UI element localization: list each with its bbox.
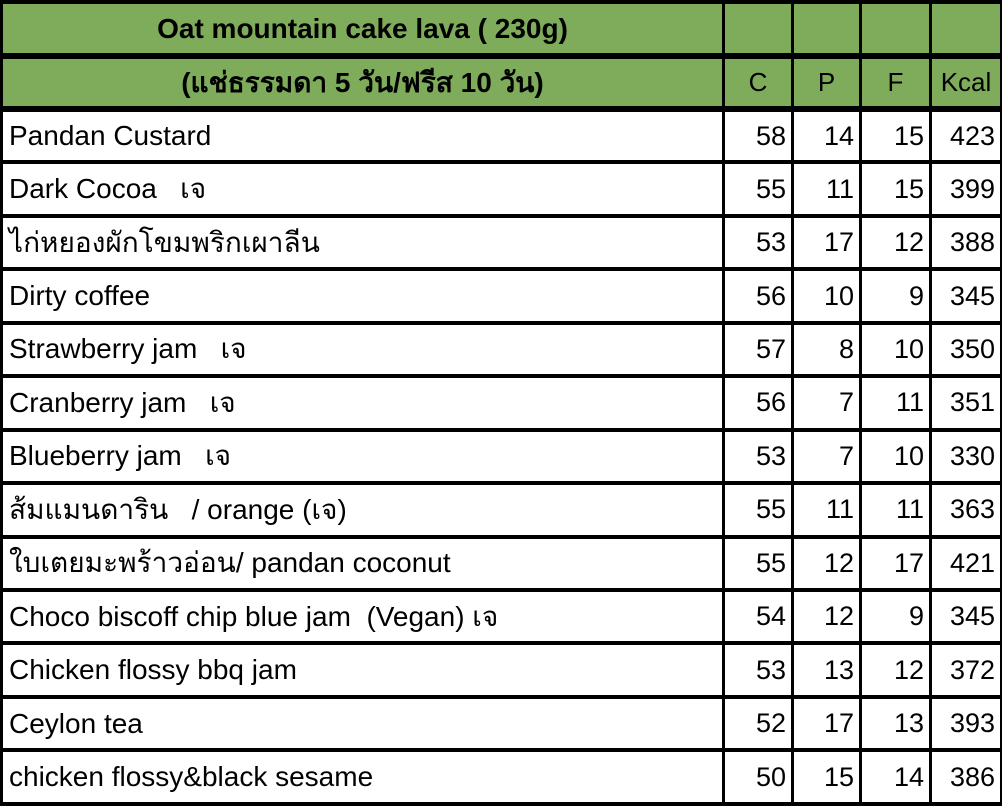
kcal-cell: 423 (929, 106, 1002, 165)
table-title: Oat mountain cake lava ( 230g) (0, 0, 725, 60)
column-header-carbs: C (722, 54, 794, 112)
protein-cell: 15 (791, 748, 862, 806)
table-row: chicken flossy&black sesame 50 15 14 386 (0, 748, 1002, 806)
item-name-cell: ใบเตยมะพร้าวอ่อน/ pandan coconut (0, 534, 725, 593)
table-row: Pandan Custard 58 14 15 423 (0, 106, 1002, 165)
fat-cell: 12 (859, 213, 932, 272)
table-row: ไก่หยองผักโขมพริกเผาลีน 53 17 12 388 (0, 213, 1002, 272)
protein-cell: 10 (791, 267, 862, 325)
carbs-cell: 53 (722, 427, 794, 486)
kcal-cell: 350 (929, 320, 1002, 379)
fat-cell: 9 (859, 587, 932, 646)
table-row: Strawberry jam เจ 57 8 10 350 (0, 320, 1002, 379)
kcal-cell: 363 (929, 481, 1002, 539)
carbs-cell: 56 (722, 374, 794, 432)
fat-cell: 11 (859, 374, 932, 432)
column-header-fat: F (859, 54, 932, 112)
protein-cell: 11 (791, 481, 862, 539)
carbs-cell: 50 (722, 748, 794, 806)
empty-header-cell (791, 0, 862, 60)
table-row: Cranberry jam เจ 56 7 11 351 (0, 374, 1002, 432)
item-name-cell: Pandan Custard (0, 106, 725, 165)
fat-cell: 15 (859, 160, 932, 218)
table-row: ใบเตยมะพร้าวอ่อน/ pandan coconut 55 12 1… (0, 534, 1002, 593)
table-row: ส้มแมนดาริน / orange (เจ) 55 11 11 363 (0, 481, 1002, 539)
protein-cell: 17 (791, 213, 862, 272)
kcal-cell: 345 (929, 587, 1002, 646)
carbs-cell: 54 (722, 587, 794, 646)
fat-cell: 13 (859, 694, 932, 753)
kcal-cell: 330 (929, 427, 1002, 486)
fat-cell: 10 (859, 427, 932, 486)
protein-cell: 11 (791, 160, 862, 218)
item-name-cell: chicken flossy&black sesame (0, 748, 725, 806)
protein-cell: 7 (791, 374, 862, 432)
carbs-cell: 55 (722, 481, 794, 539)
item-name-cell: ส้มแมนดาริน / orange (เจ) (0, 481, 725, 539)
fat-cell: 15 (859, 106, 932, 165)
carbs-cell: 56 (722, 267, 794, 325)
item-name-cell: Blueberry jam เจ (0, 427, 725, 486)
fat-cell: 12 (859, 641, 932, 699)
fat-cell: 11 (859, 481, 932, 539)
protein-cell: 12 (791, 587, 862, 646)
protein-cell: 8 (791, 320, 862, 379)
item-name-cell: ไก่หยองผักโขมพริกเผาลีน (0, 213, 725, 272)
carbs-cell: 55 (722, 534, 794, 593)
table-subtitle: (แช่ธรรมดา 5 วัน/ฟรีส 10 วัน) (0, 54, 725, 112)
fat-cell: 9 (859, 267, 932, 325)
protein-cell: 12 (791, 534, 862, 593)
carbs-cell: 55 (722, 160, 794, 218)
column-header-kcal: Kcal (929, 54, 1002, 112)
fat-cell: 14 (859, 748, 932, 806)
kcal-cell: 399 (929, 160, 1002, 218)
kcal-cell: 351 (929, 374, 1002, 432)
table-row: Dirty coffee 56 10 9 345 (0, 267, 1002, 325)
kcal-cell: 388 (929, 213, 1002, 272)
carbs-cell: 53 (722, 213, 794, 272)
item-name-cell: Ceylon tea (0, 694, 725, 753)
kcal-cell: 393 (929, 694, 1002, 753)
protein-cell: 17 (791, 694, 862, 753)
table-header-row-title: Oat mountain cake lava ( 230g) (0, 0, 1002, 60)
carbs-cell: 53 (722, 641, 794, 699)
item-name-cell: Strawberry jam เจ (0, 320, 725, 379)
carbs-cell: 57 (722, 320, 794, 379)
column-header-protein: P (791, 54, 862, 112)
fat-cell: 10 (859, 320, 932, 379)
item-name-cell: Choco biscoff chip blue jam (Vegan) เจ (0, 587, 725, 646)
empty-header-cell (929, 0, 1002, 60)
item-name-cell: Chicken flossy bbq jam (0, 641, 725, 699)
item-name-cell: Cranberry jam เจ (0, 374, 725, 432)
table-row: Chicken flossy bbq jam 53 13 12 372 (0, 641, 1002, 699)
table-row: Blueberry jam เจ 53 7 10 330 (0, 427, 1002, 486)
kcal-cell: 345 (929, 267, 1002, 325)
item-name-cell: Dirty coffee (0, 267, 725, 325)
empty-header-cell (722, 0, 794, 60)
kcal-cell: 372 (929, 641, 1002, 699)
item-name-cell: Dark Cocoa เจ (0, 160, 725, 218)
table-row: Ceylon tea 52 17 13 393 (0, 694, 1002, 753)
carbs-cell: 52 (722, 694, 794, 753)
table-header-row-columns: (แช่ธรรมดา 5 วัน/ฟรีส 10 วัน) C P F Kcal (0, 54, 1002, 112)
fat-cell: 17 (859, 534, 932, 593)
table-row: Dark Cocoa เจ 55 11 15 399 (0, 160, 1002, 218)
table-row: Choco biscoff chip blue jam (Vegan) เจ 5… (0, 587, 1002, 646)
empty-header-cell (859, 0, 932, 60)
protein-cell: 7 (791, 427, 862, 486)
protein-cell: 13 (791, 641, 862, 699)
kcal-cell: 421 (929, 534, 1002, 593)
protein-cell: 14 (791, 106, 862, 165)
kcal-cell: 386 (929, 748, 1002, 806)
carbs-cell: 58 (722, 106, 794, 165)
